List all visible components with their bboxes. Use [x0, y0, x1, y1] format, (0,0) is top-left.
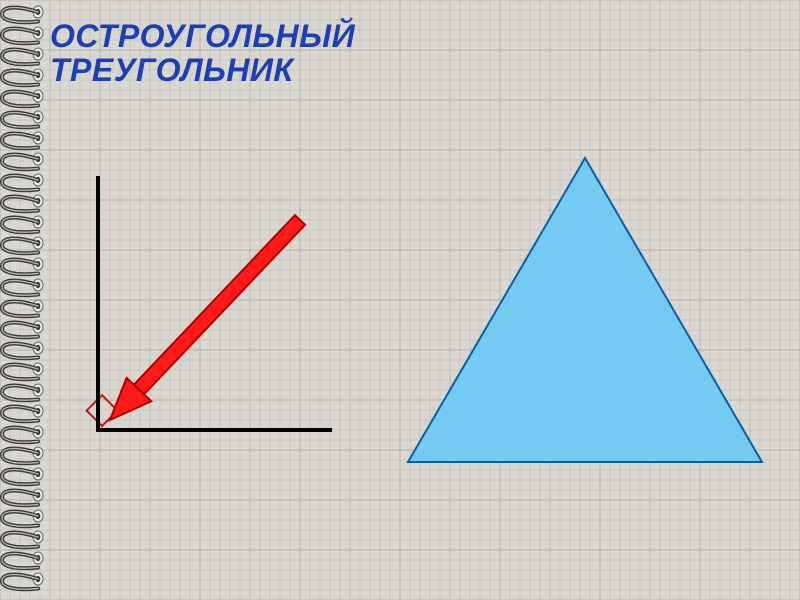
slide: ОСТРОУГОЛЬНЫЙ ТРЕУГОЛЬНИК [0, 0, 800, 600]
title-line-2: ТРЕУГОЛЬНИК [50, 54, 355, 88]
slide-title: ОСТРОУГОЛЬНЫЙ ТРЕУГОЛЬНИК [50, 20, 355, 87]
spiral-binding [0, 0, 46, 600]
triangle-figure [400, 150, 770, 470]
title-line-1: ОСТРОУГОЛЬНЫЙ [50, 20, 355, 54]
angle-diagram [70, 170, 350, 450]
